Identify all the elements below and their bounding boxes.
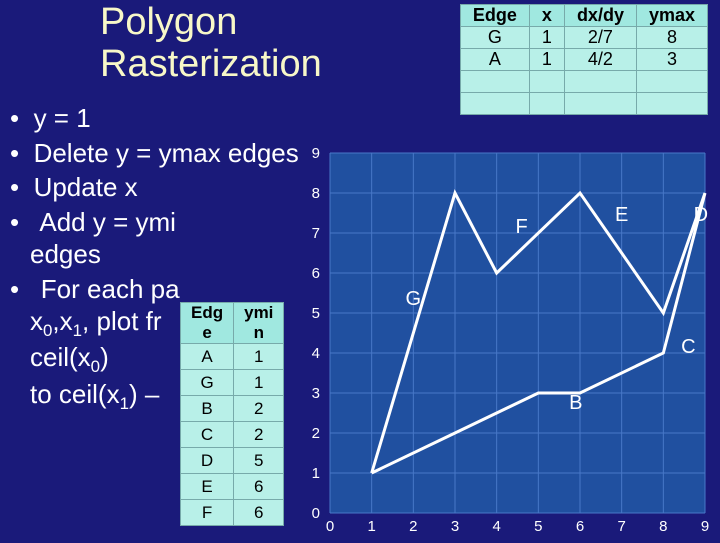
bullet-text: ) (100, 342, 109, 372)
bullet-text: Delete y = ymax edges (34, 138, 299, 168)
svg-text:6: 6 (312, 265, 320, 282)
bullet-item: Add y = ymi edges (10, 206, 310, 271)
svg-text:6: 6 (576, 518, 584, 535)
svg-text:4: 4 (312, 345, 320, 362)
bullet-text: For each pa (41, 274, 180, 304)
svg-text:8: 8 (312, 185, 320, 202)
svg-text:1: 1 (312, 465, 320, 482)
edge-table-cell: 3 (636, 49, 707, 71)
svg-text:2: 2 (312, 425, 320, 442)
subscript: 1 (120, 394, 129, 413)
subscript: 0 (43, 321, 52, 340)
polygon-chart: 0 1 2 3 4 5 6 7 8 9 0 1 2 3 4 5 6 7 8 9 G F E D C B (300, 148, 710, 538)
ymin-table-cell: 6 (234, 474, 284, 500)
edge-table-cell (460, 71, 529, 93)
svg-text:3: 3 (312, 385, 320, 402)
ymin-table-cell: E (181, 474, 234, 500)
slide-title: Polygon Rasterization (100, 2, 322, 86)
edge-table-cell (529, 71, 564, 93)
bullet-text: edges (30, 239, 101, 269)
bullet-text: ,x (52, 306, 72, 336)
ymin-table-cell: G (181, 370, 234, 396)
edge-table: Edgexdx/dyymax G12/78 A14/23 (460, 4, 708, 115)
svg-text:B: B (569, 392, 582, 414)
edge-table-cell: 1 (529, 27, 564, 49)
edge-table-cell (636, 71, 707, 93)
title-line-2: Rasterization (100, 43, 322, 85)
svg-text:C: C (681, 336, 695, 358)
edge-table-cell: 8 (636, 27, 707, 49)
svg-text:5: 5 (534, 518, 542, 535)
svg-text:F: F (516, 216, 528, 238)
bullet-item: Update x (10, 171, 310, 204)
edge-table-cell: A (460, 49, 529, 71)
ymin-table-cell: F (181, 500, 234, 526)
svg-text:1: 1 (367, 518, 375, 535)
svg-text:7: 7 (312, 225, 320, 242)
ymin-table-cell: 1 (234, 370, 284, 396)
svg-text:0: 0 (312, 505, 320, 522)
edge-table-cell (460, 93, 529, 115)
bullet-item: Delete y = ymax edges (10, 137, 310, 170)
ymin-table: Edg​eymi​n A1G1B2C2D5E6F6 (180, 302, 284, 526)
bullet-item: y = 1 (10, 102, 310, 135)
edge-table-header: Edge (460, 5, 529, 27)
svg-text:G: G (406, 288, 422, 310)
svg-text:E: E (615, 204, 628, 226)
svg-text:0: 0 (326, 518, 334, 535)
edge-table-cell (564, 71, 636, 93)
edge-table-cell: 1 (529, 49, 564, 71)
svg-text:8: 8 (659, 518, 667, 535)
bullet-text: y = 1 (34, 103, 91, 133)
ymin-table-header: ymi​n (234, 303, 284, 344)
edge-table-cell: 2/7 (564, 27, 636, 49)
bullet-text: x (30, 306, 43, 336)
edge-table-header: ymax (636, 5, 707, 27)
ymin-table-cell: C (181, 422, 234, 448)
edge-table-header: dx/dy (564, 5, 636, 27)
subscript: 1 (73, 321, 82, 340)
ymin-table-cell: D (181, 448, 234, 474)
svg-text:7: 7 (617, 518, 625, 535)
ymin-table-cell: 5 (234, 448, 284, 474)
edge-table-cell: 4/2 (564, 49, 636, 71)
title-line-1: Polygon (100, 1, 237, 43)
ymin-table-cell: B (181, 396, 234, 422)
bullet-text: to ceil(x (30, 379, 120, 409)
subscript: 0 (91, 358, 100, 377)
svg-text:3: 3 (451, 518, 459, 535)
svg-text:2: 2 (409, 518, 417, 535)
ymin-table-cell: 6 (234, 500, 284, 526)
bullet-text: ) – (129, 379, 159, 409)
ymin-table-header: Edg​e (181, 303, 234, 344)
bullet-text: Add y = ymi (39, 207, 176, 237)
bullet-text: , plot fr (82, 306, 161, 336)
bullet-text: Update x (34, 172, 138, 202)
ymin-table-cell: 2 (234, 422, 284, 448)
edge-table-cell: G (460, 27, 529, 49)
svg-text:4: 4 (492, 518, 500, 535)
ymin-table-cell: A (181, 344, 234, 370)
bullet-text: ceil(x (30, 342, 91, 372)
edge-table-cell (529, 93, 564, 115)
svg-text:5: 5 (312, 305, 320, 322)
ymin-table-cell: 2 (234, 396, 284, 422)
svg-text:9: 9 (312, 148, 320, 162)
edge-table-cell (636, 93, 707, 115)
edge-table-cell (564, 93, 636, 115)
svg-text:D: D (694, 204, 708, 226)
svg-text:9: 9 (701, 518, 709, 535)
ymin-table-cell: 1 (234, 344, 284, 370)
edge-table-header: x (529, 5, 564, 27)
